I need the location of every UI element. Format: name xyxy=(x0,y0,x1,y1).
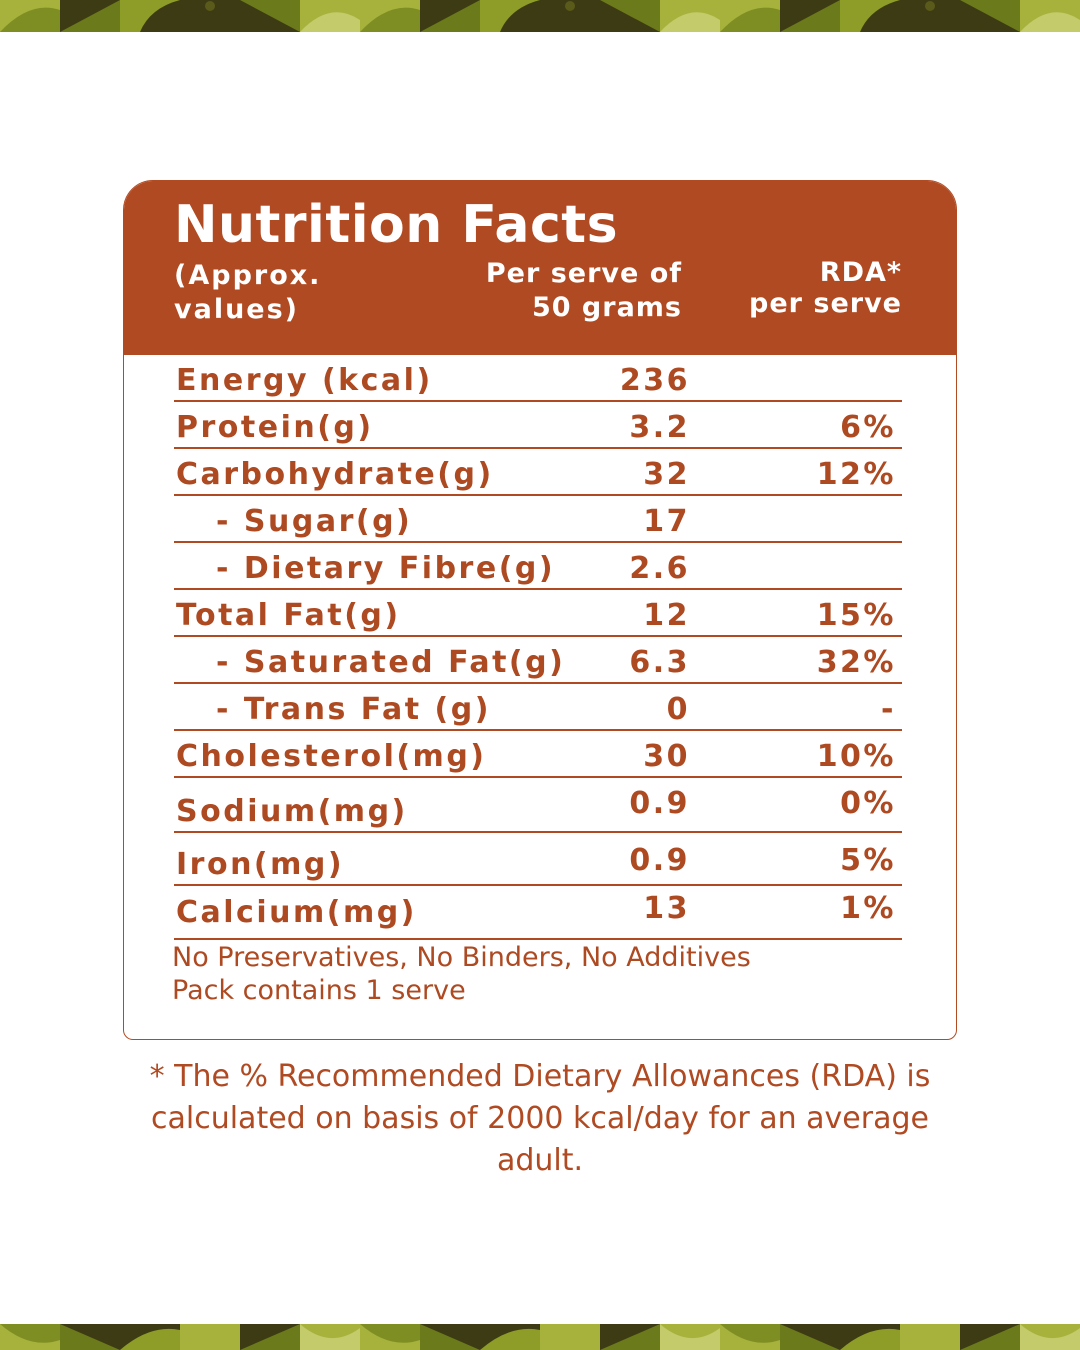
header-rda: RDA* per serve xyxy=(749,257,902,319)
table-row: - Sugar(g) 17 xyxy=(174,496,902,543)
leaf-pattern-icon xyxy=(0,0,1080,32)
panel-header: Nutrition Facts (Approx. values) Per ser… xyxy=(124,181,956,355)
table-row: - Dietary Fibre(g) 2.6 xyxy=(174,543,902,590)
table-row: Cholesterol(mg) 30 10% xyxy=(174,731,902,778)
table-row: Iron(mg) 0.9 5% xyxy=(174,833,902,886)
leaf-pattern-icon xyxy=(0,1324,1080,1350)
table-row: Carbohydrate(g) 32 12% xyxy=(174,449,902,496)
nutrition-rows: Energy (kcal) 236 Protein(g) 3.2 6% Carb… xyxy=(174,355,902,940)
table-row: - Trans Fat (g) 0 - xyxy=(174,684,902,731)
product-notes: No Preservatives, No Binders, No Additiv… xyxy=(172,942,751,1006)
panel-title: Nutrition Facts xyxy=(174,195,619,255)
table-row: Protein(g) 3.2 6% xyxy=(174,402,902,449)
nutrition-panel: Nutrition Facts (Approx. values) Per ser… xyxy=(123,180,957,1040)
table-row: Total Fat(g) 12 15% xyxy=(174,590,902,637)
table-row: Energy (kcal) 236 xyxy=(174,355,902,402)
top-decorative-band xyxy=(0,0,1080,32)
table-row: Sodium(mg) 0.9 0% xyxy=(174,778,902,833)
bottom-decorative-band xyxy=(0,1324,1080,1350)
table-row: - Saturated Fat(g) 6.3 32% xyxy=(174,637,902,684)
header-per-serve: Per serve of 50 grams xyxy=(485,258,682,323)
rda-footnote: * The % Recommended Dietary Allowances (… xyxy=(149,1059,931,1178)
table-row: Calcium(mg) 13 1% xyxy=(174,886,902,940)
header-approx-values: (Approx. values) xyxy=(174,260,322,325)
